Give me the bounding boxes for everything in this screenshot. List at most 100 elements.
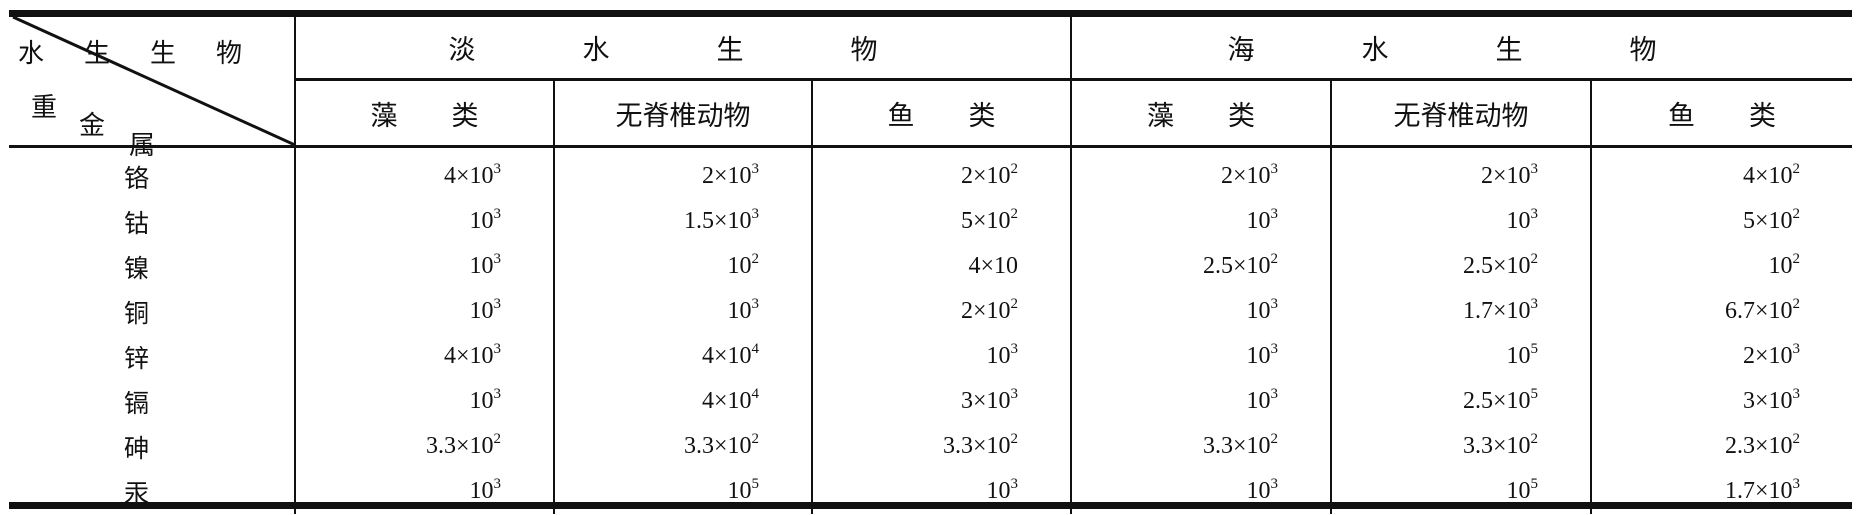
enrichment-value: 2.5×102 <box>1070 244 1331 289</box>
metal-axis-char: 重 <box>31 93 98 123</box>
value-base: 2.3×10 <box>1724 433 1793 459</box>
value-exponent: 4 <box>751 341 760 357</box>
value-base: 2×10 <box>960 163 1011 189</box>
value-base: 6.7×10 <box>1724 298 1793 324</box>
value-base: 10 <box>469 298 494 324</box>
value-base: 10 <box>1246 343 1271 369</box>
enrichment-value: 3.3×102 <box>553 424 812 469</box>
enrichment-value: 103 <box>294 199 554 244</box>
value-exponent: 2 <box>1792 296 1801 312</box>
metal-name: 镍 <box>123 253 149 283</box>
enrichment-value: 102 <box>1589 244 1853 289</box>
corner-header: 水生生物 重 金 属 <box>9 17 295 161</box>
enrichment-value: 103 <box>294 244 554 289</box>
enrichment-value: 2.5×102 <box>1330 244 1591 289</box>
enrichment-value: 103 <box>811 334 1071 379</box>
value-base: 10 <box>1246 388 1271 414</box>
value-base: 10 <box>469 208 494 234</box>
enrichment-value: 2×103 <box>1330 146 1591 199</box>
enrichment-value: 3.3×102 <box>294 424 554 469</box>
value-exponent: 2 <box>751 431 760 447</box>
value-base: 10 <box>469 253 494 279</box>
value-base: 3.3×10 <box>1202 433 1271 459</box>
table-row: 钴 103 1.5×103 5×102 103 103 5×102 <box>9 199 1853 244</box>
column-header: 鱼 类 <box>811 79 1071 148</box>
value-exponent: 2 <box>751 251 760 267</box>
value-base: 10 <box>1506 478 1531 504</box>
value-exponent: 5 <box>751 476 760 492</box>
value-exponent: 3 <box>1270 386 1279 402</box>
enrichment-value: 2×102 <box>811 146 1071 199</box>
value-base: 4×10 <box>443 343 494 369</box>
value-base: 10 <box>1506 208 1531 234</box>
value-exponent: 3 <box>493 251 502 267</box>
value-base: 10 <box>1768 253 1793 279</box>
value-exponent: 3 <box>493 161 502 177</box>
value-exponent: 3 <box>493 341 502 357</box>
value-base: 3.3×10 <box>683 433 752 459</box>
metal-name: 砷 <box>123 433 149 463</box>
enrichment-value: 103 <box>294 379 554 424</box>
value-exponent: 3 <box>1530 161 1539 177</box>
value-base: 3.3×10 <box>425 433 494 459</box>
value-exponent: 2 <box>1270 251 1279 267</box>
value-base: 2×10 <box>1742 343 1793 369</box>
enrichment-value: 4×104 <box>553 379 812 424</box>
value-exponent: 5 <box>1530 476 1539 492</box>
value-base: 10 <box>727 478 752 504</box>
column-header: 藻 类 <box>294 79 554 148</box>
value-exponent: 2 <box>1792 431 1801 447</box>
value-base: 3×10 <box>960 388 1011 414</box>
enrichment-value: 3×103 <box>811 379 1071 424</box>
value-exponent: 5 <box>1530 386 1539 402</box>
enrichment-value: 105 <box>1330 334 1591 379</box>
value-base: 5×10 <box>1742 208 1793 234</box>
value-base: 2.5×10 <box>1462 388 1531 414</box>
value-exponent: 3 <box>1270 296 1279 312</box>
diagonal-line <box>12 17 295 145</box>
value-base: 10 <box>986 343 1011 369</box>
group-header-freshwater: 淡 水 生 物 <box>294 17 1071 81</box>
value-exponent: 5 <box>1530 341 1539 357</box>
value-base: 10 <box>1246 298 1271 324</box>
enrichment-value: 3.3×102 <box>1070 424 1331 469</box>
enrichment-value: 4×10 <box>811 244 1071 289</box>
value-base: 2.5×10 <box>1202 253 1271 279</box>
value-exponent: 2 <box>1792 206 1801 222</box>
column-header: 无脊椎动物 <box>1330 79 1591 148</box>
value-base: 10 <box>469 478 494 504</box>
enrichment-value: 103 <box>1070 289 1331 334</box>
table-row: 镍 103 102 4×10 2.5×102 2.5×102 102 <box>9 244 1853 289</box>
value-base: 10 <box>1246 208 1271 234</box>
top-rule <box>9 10 1852 17</box>
table-row: 铜 103 103 2×102 103 1.7×103 6.7×102 <box>9 289 1853 334</box>
value-base: 2.5×10 <box>1462 253 1531 279</box>
value-base: 4×10 <box>968 253 1018 279</box>
metal-axis-char: 属 <box>129 131 196 161</box>
organism-axis-label: 水生生物 <box>17 39 282 69</box>
table-row: 镉 103 4×104 3×103 103 2.5×105 3×103 <box>9 379 1853 424</box>
enrichment-value: 3.3×102 <box>1330 424 1591 469</box>
table-row: 锌 4×103 4×104 103 103 105 2×103 <box>9 334 1853 379</box>
enrichment-value: 6.7×102 <box>1589 289 1853 334</box>
value-exponent: 3 <box>1270 161 1279 177</box>
value-base: 3.3×10 <box>1462 433 1531 459</box>
column-header: 无脊椎动物 <box>553 79 812 148</box>
enrichment-value: 3×103 <box>1589 379 1853 424</box>
value-base: 10 <box>727 253 752 279</box>
enrichment-value: 3.3×102 <box>811 424 1071 469</box>
value-base: 10 <box>1506 343 1531 369</box>
value-exponent: 3 <box>1270 341 1279 357</box>
value-exponent: 2 <box>1792 161 1801 177</box>
value-base: 3.3×10 <box>942 433 1011 459</box>
enrichment-value: 2×102 <box>811 289 1071 334</box>
value-base: 1.7×10 <box>1462 298 1531 324</box>
enrichment-value: 4×102 <box>1589 146 1853 199</box>
value-exponent: 2 <box>1010 296 1019 312</box>
value-exponent: 2 <box>1010 431 1019 447</box>
value-base: 1.7×10 <box>1724 478 1793 504</box>
table-row: 铬 4×103 2×103 2×102 2×103 2×103 4×102 <box>9 146 1853 199</box>
enrichment-value: 2×103 <box>1070 146 1331 199</box>
value-base: 3×10 <box>1742 388 1793 414</box>
column-header: 藻 类 <box>1070 79 1331 148</box>
